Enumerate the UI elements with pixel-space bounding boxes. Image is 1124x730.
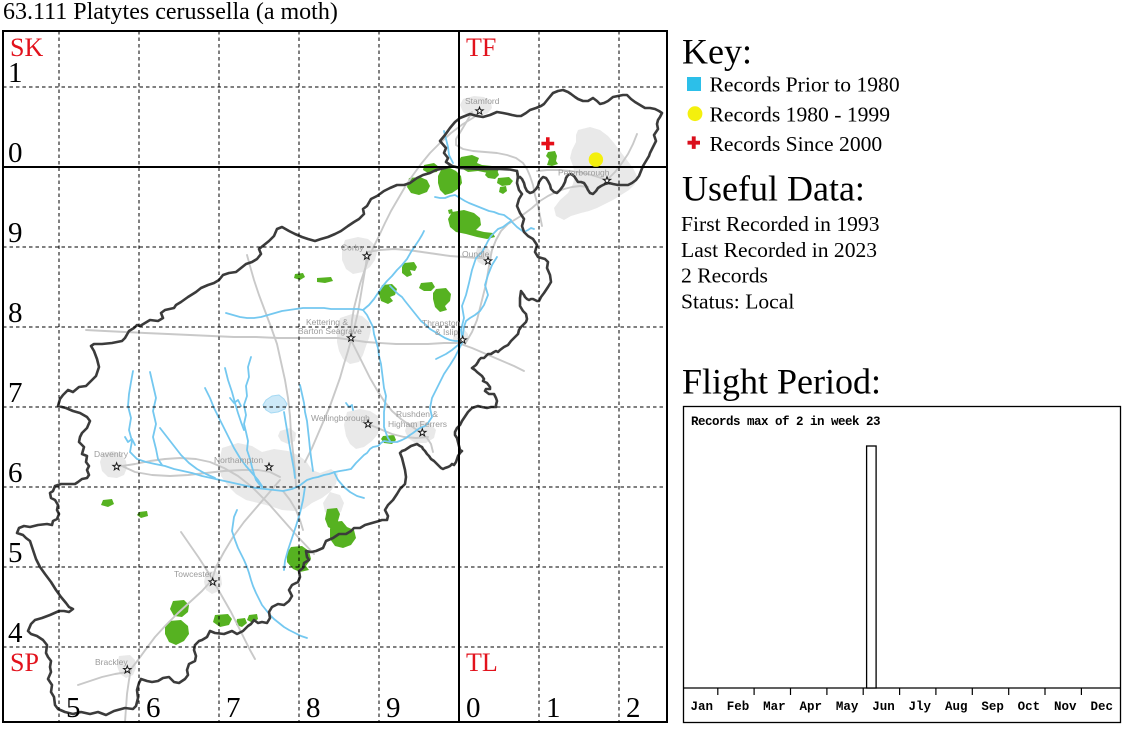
svg-text:6: 6 <box>146 692 161 724</box>
svg-text:7: 7 <box>8 377 23 409</box>
svg-text:Nov: Nov <box>1054 700 1077 714</box>
svg-text:2 Records: 2 Records <box>681 264 768 288</box>
svg-text:Apr: Apr <box>800 700 823 714</box>
svg-text:5: 5 <box>8 537 23 569</box>
svg-text:Thrapston: Thrapston <box>422 318 461 328</box>
svg-text:Barton Seagrave: Barton Seagrave <box>298 326 362 336</box>
svg-text:Oct: Oct <box>1018 700 1041 714</box>
svg-text:Records Since 2000: Records Since 2000 <box>710 132 883 156</box>
svg-text:TL: TL <box>466 648 498 677</box>
svg-text:First Recorded in 1993: First Recorded in 1993 <box>681 212 880 236</box>
svg-text:Higham Ferrers: Higham Ferrers <box>388 419 447 429</box>
svg-text:7: 7 <box>226 692 241 724</box>
svg-text:Kettering &: Kettering & <box>306 317 348 327</box>
svg-text:Records 1980 - 1999: Records 1980 - 1999 <box>710 103 891 127</box>
svg-text:Northampton: Northampton <box>214 455 263 465</box>
svg-text:Peterborough: Peterborough <box>558 168 610 178</box>
svg-text:1: 1 <box>8 57 23 89</box>
svg-text:6: 6 <box>8 457 23 489</box>
svg-text:Brackley: Brackley <box>95 657 128 667</box>
svg-text:Corby: Corby <box>341 243 364 253</box>
svg-text:Jly: Jly <box>909 700 932 714</box>
svg-text:1: 1 <box>546 692 561 724</box>
svg-text:Dec: Dec <box>1090 700 1113 714</box>
svg-text:Wellingborough: Wellingborough <box>311 413 370 423</box>
svg-text:Sep: Sep <box>981 700 1004 714</box>
svg-text:SP: SP <box>10 648 39 677</box>
svg-text:& Islip: & Islip <box>435 327 458 337</box>
svg-text:Flight Period:: Flight Period: <box>682 362 881 402</box>
svg-text:Jun: Jun <box>872 700 895 714</box>
svg-text:5: 5 <box>66 692 81 724</box>
svg-text:4: 4 <box>8 617 23 649</box>
svg-text:9: 9 <box>386 692 401 724</box>
svg-text:Records Prior to 1980: Records Prior to 1980 <box>710 72 900 96</box>
svg-text:Aug: Aug <box>945 700 968 714</box>
svg-text:Daventry: Daventry <box>94 449 129 459</box>
svg-text:0: 0 <box>8 137 23 169</box>
svg-text:Jan: Jan <box>690 700 713 714</box>
svg-text:8: 8 <box>8 297 23 329</box>
svg-text:Oundle: Oundle <box>462 249 490 259</box>
svg-text:TF: TF <box>466 33 496 62</box>
svg-text:Rushden &: Rushden & <box>396 409 438 419</box>
svg-text:Towcester: Towcester <box>174 569 212 579</box>
svg-text:Records max of 2 in week 23: Records max of 2 in week 23 <box>691 415 880 429</box>
svg-text:Last Recorded in 2023: Last Recorded in 2023 <box>681 238 877 262</box>
svg-text:63.111 Platytes cerussella (a: 63.111 Platytes cerussella (a moth) <box>3 0 338 25</box>
svg-text:May: May <box>836 700 859 714</box>
svg-text:Useful Data:: Useful Data: <box>682 169 865 209</box>
svg-text:Stamford: Stamford <box>465 96 500 106</box>
svg-text:2: 2 <box>626 692 641 724</box>
svg-text:Feb: Feb <box>727 700 750 714</box>
svg-text:Key:: Key: <box>682 32 752 72</box>
svg-text:9: 9 <box>8 217 23 249</box>
svg-text:SK: SK <box>10 33 43 62</box>
svg-text:Mar: Mar <box>763 700 786 714</box>
svg-text:0: 0 <box>466 692 481 724</box>
svg-text:8: 8 <box>306 692 321 724</box>
svg-text:Status: Local: Status: Local <box>681 289 794 313</box>
